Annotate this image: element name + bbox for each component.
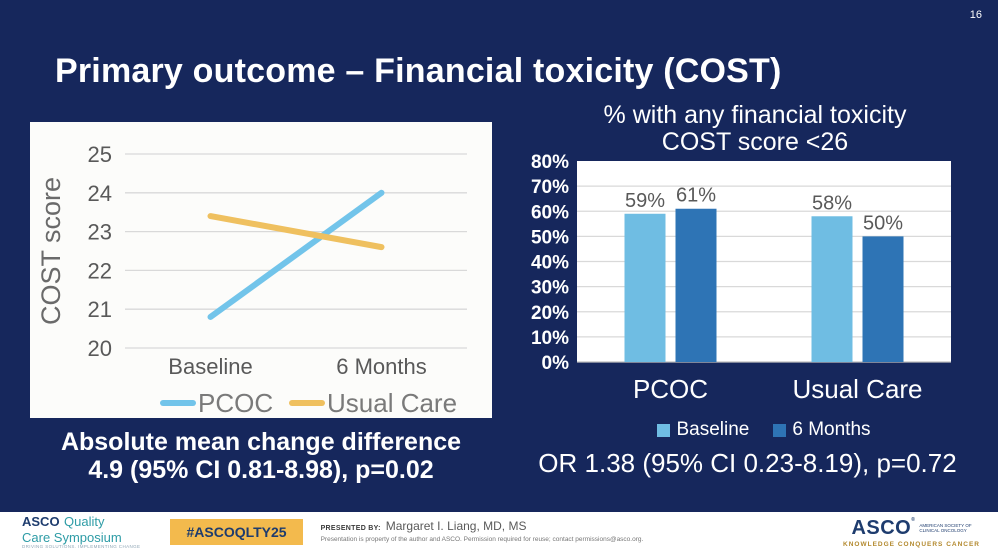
y-tick-label: 20% [531, 303, 569, 324]
mean-change-caption-line1: Absolute mean change difference [60, 428, 462, 456]
y-tick-label: 20 [88, 336, 112, 361]
y-tick-label: 80% [531, 152, 569, 173]
bar-value-label: 58% [812, 192, 852, 214]
legend-label-pcoc: PCOC [198, 388, 273, 418]
y-tick-label: 30% [531, 278, 569, 299]
series-line-pcoc [207, 189, 385, 320]
bar-chart-title-line1: % with any financial toxicity [603, 101, 907, 129]
x-tick-label: 6 Months [336, 354, 427, 379]
y-tick-label: 0% [542, 353, 570, 370]
cost-score-line-chart-panel: 20 21 22 23 24 25 Baseline 6 Months COST score PC… [30, 122, 492, 418]
mean-change-caption: Absolute mean change difference 4.9 (95%… [20, 428, 502, 484]
qcs-logo-asco-text: ASCO [22, 513, 60, 529]
series-line-usual-care [207, 213, 385, 251]
x-tick-label: Baseline [168, 354, 252, 379]
legend-label-6-months: 6 Months [792, 419, 871, 440]
presenter-block: PRESENTED BY: Margaret I. Liang, MD, MS … [321, 519, 644, 544]
hashtag-badge: #ASCOQLTY25 [170, 519, 303, 545]
y-tick-label: 60% [531, 202, 569, 223]
cost-score-line-chart: 20 21 22 23 24 25 Baseline 6 Months COST score PC… [36, 142, 467, 418]
bar-usual-care-baseline [811, 216, 853, 362]
asco-logo-motto: KNOWLEDGE CONQUERS CANCER [843, 540, 980, 548]
legend-item-baseline: Baseline [657, 419, 749, 441]
qcs-logo-tagline: DRIVING SOLUTIONS. IMPLEMENTING CHANGE [22, 544, 141, 550]
y-tick-label: 21 [88, 297, 112, 322]
financial-toxicity-bar-chart-panel: 0% 10% 20% 30% 40% 50% 60% 70% 80% 59% 58% 61% 50% [505, 150, 960, 374]
footer: ASCO Quality Care Symposium DRIVING SOLU… [0, 512, 998, 552]
presenter-name: Margaret I. Liang, MD, MS [385, 519, 527, 534]
asco-logo-society-text: AMERICAN SOCIETY OF CLINICAL ONCOLOGY [919, 523, 971, 534]
mean-change-caption-line2: 4.9 (95% CI 0.81-8.98), p=0.02 [88, 456, 434, 484]
category-label-usual-care: Usual Care [792, 374, 923, 404]
asco-logo: ASCO® AMERICAN SOCIETY OF CLINICAL ONCOL… [843, 517, 980, 548]
financial-toxicity-bar-chart: 0% 10% 20% 30% 40% 50% 60% 70% 80% 59% 58% 61% 50% [531, 152, 951, 374]
y-axis-title: COST score [36, 177, 66, 325]
y-tick-label: 22 [88, 258, 112, 283]
qcs-logo-care-symposium-text: Care Symposium [22, 529, 122, 545]
legend-swatch-6-months [773, 423, 787, 437]
asco-logo-society-line2: CLINICAL ONCOLOGY [919, 528, 967, 533]
legend-label-baseline: Baseline [676, 419, 750, 440]
disclaimer-text: Presentation is property of the author a… [320, 536, 644, 544]
bar-value-label: 59% [625, 190, 665, 212]
category-label-pcoc: PCOC [632, 374, 709, 404]
bar-chart-legend: Baseline 6 Months [577, 419, 951, 441]
bar-value-label: 61% [676, 185, 716, 207]
y-tick-label: 23 [88, 220, 112, 245]
presented-by-label: PRESENTED BY: [320, 525, 381, 533]
odds-ratio-caption: OR 1.38 (95% CI 0.23-8.19), p=0.72 [538, 448, 957, 478]
asco-quality-care-symposium-logo: ASCO Quality Care Symposium DRIVING SOLU… [22, 514, 140, 550]
bar-value-label: 50% [863, 212, 903, 234]
bar-pcoc-baseline [624, 213, 666, 362]
y-tick-label: 70% [531, 177, 569, 198]
page-number: 16 [969, 9, 982, 21]
qcs-logo-quality-text: Quality [64, 513, 105, 529]
y-tick-label: 40% [531, 253, 569, 274]
y-tick-label: 24 [88, 181, 112, 206]
bar-chart-title: % with any financial toxicity COST score… [520, 102, 990, 156]
y-tick-label: 50% [531, 227, 569, 248]
bar-chart-category-labels: PCOC Usual Care [577, 374, 951, 405]
bar-chart-title-line2: COST score <26 [661, 128, 849, 156]
legend-label-usual-care: Usual Care [327, 388, 457, 418]
slide-title: Primary outcome – Financial toxicity (CO… [55, 52, 782, 90]
y-tick-label: 10% [531, 328, 569, 349]
legend-swatch-baseline [657, 423, 671, 437]
legend-item-6-months: 6 Months [773, 419, 871, 441]
bar-pcoc-6-months [675, 208, 717, 362]
asco-logo-society-line1: AMERICAN SOCIETY OF [919, 522, 972, 528]
y-tick-label: 25 [88, 142, 112, 167]
bar-usual-care-6-months [862, 236, 904, 362]
asco-logo-name: ASCO® [851, 516, 916, 539]
asco-logo-registered-mark: ® [911, 516, 916, 523]
